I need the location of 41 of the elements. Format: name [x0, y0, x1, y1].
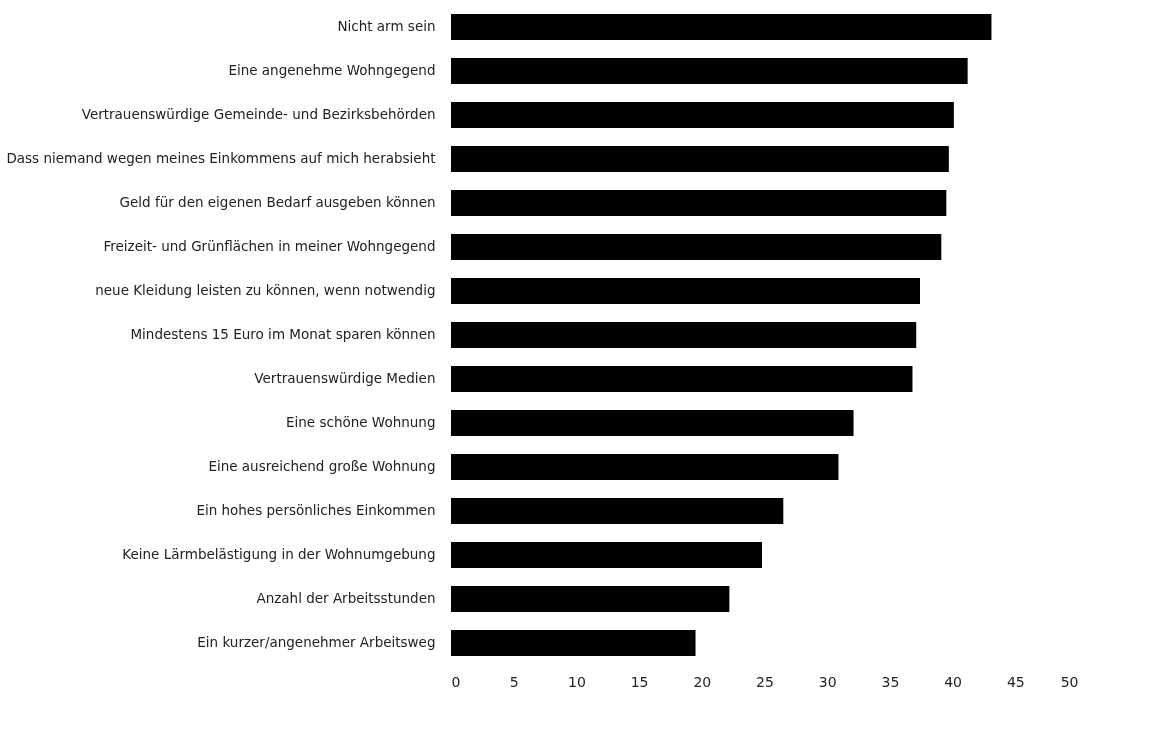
- x-tick-label: 5: [509, 673, 519, 690]
- y-tick-label: Eine ausreichend große Wohnung: [208, 458, 436, 474]
- bar: [451, 234, 942, 260]
- x-tick-label: 20: [693, 673, 712, 690]
- x-tick-label: 40: [944, 673, 963, 690]
- y-tick-label: Vertrauenswürdige Gemeinde- und Bezirksbehörden: [81, 106, 436, 122]
- bar: [451, 410, 854, 436]
- bar: [451, 630, 696, 656]
- y-tick-label: Anzahl der Arbeitsstunden: [256, 590, 436, 606]
- x-tick-label: 0: [451, 673, 461, 690]
- bar: [451, 102, 954, 128]
- bar: [451, 146, 949, 172]
- y-tick-label: Ein hohes persönliches Einkommen: [196, 502, 436, 518]
- x-tick-label: 50: [1060, 673, 1079, 690]
- x-tick-label: 10: [567, 673, 586, 690]
- y-tick-label: Freizeit- und Grünflächen in meiner Wohngegend: [103, 238, 436, 254]
- bar: [451, 586, 730, 612]
- y-tick-label: Ein kurzer/angenehmer Arbeitsweg: [197, 634, 436, 650]
- bar: [451, 58, 968, 84]
- y-tick-label: Eine angenehme Wohngegend: [228, 62, 436, 78]
- y-tick-label: Dass niemand wegen meines Einkommens auf mich herabsieht: [6, 150, 436, 166]
- bar: [451, 278, 920, 304]
- y-tick-label: Geld für den eigenen Bedarf ausgeben können: [119, 194, 436, 210]
- bar: [451, 542, 762, 568]
- bar: [451, 454, 839, 480]
- y-tick-label: Keine Lärmbelästigung in der Wohnumgebung: [122, 546, 436, 562]
- y-tick-label: Mindestens 15 Euro im Monat sparen können: [130, 326, 436, 342]
- y-tick-label: neue Kleidung leisten zu können, wenn notwendig: [95, 282, 436, 298]
- bar: [451, 366, 913, 392]
- y-tick-label: Vertrauenswürdige Medien: [254, 370, 436, 386]
- bar: [451, 322, 917, 348]
- bar: [451, 498, 784, 524]
- x-tick-label: 35: [881, 673, 900, 690]
- bar: [451, 190, 947, 216]
- bar: [451, 14, 992, 40]
- x-tick-label: 45: [1006, 673, 1025, 690]
- x-tick-label: 25: [756, 673, 774, 690]
- x-tick-label: 30: [818, 673, 837, 690]
- y-tick-label: Eine schöne Wohnung: [286, 414, 436, 430]
- x-tick-label: 15: [630, 673, 649, 690]
- y-tick-label: Nicht arm sein: [337, 18, 436, 34]
